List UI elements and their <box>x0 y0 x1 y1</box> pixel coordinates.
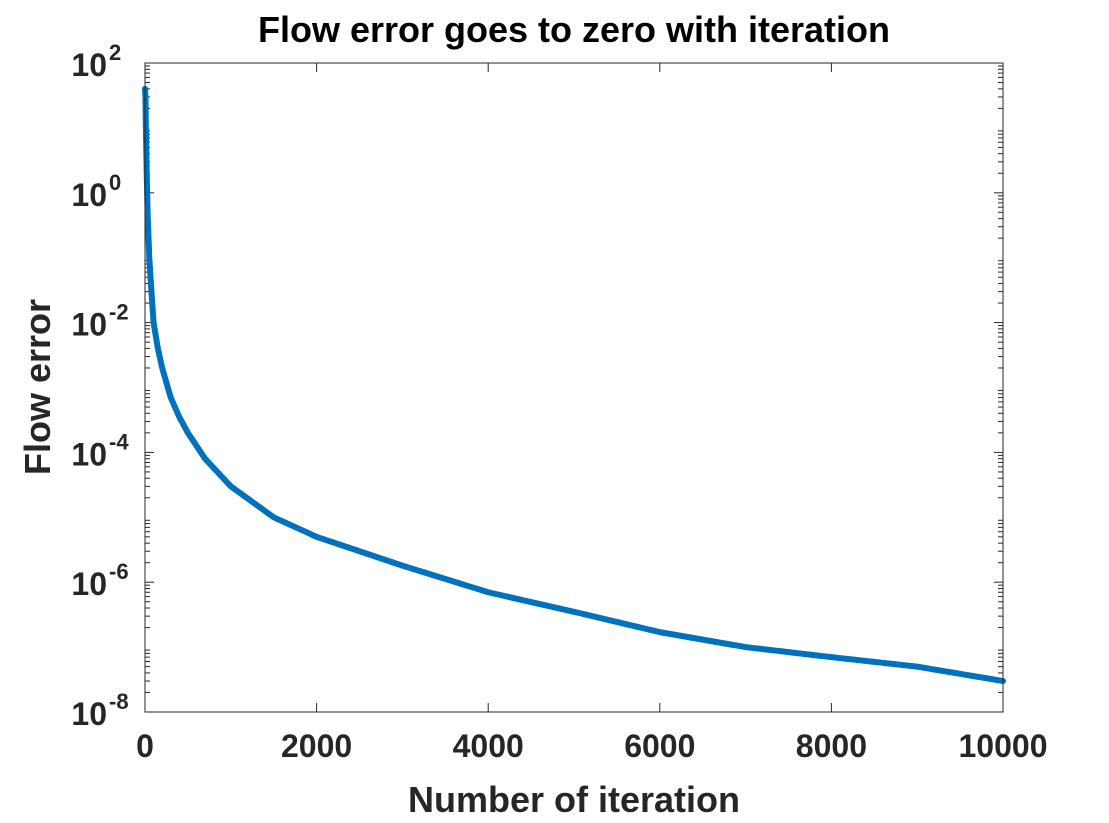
x-tick-labels: 0 2000 4000 6000 8000 10000 <box>136 728 1047 764</box>
y-tick-label: 10 <box>71 177 107 213</box>
chart-title: Flow error goes to zero with iteration <box>258 9 890 50</box>
x-tick-label: 8000 <box>796 728 867 764</box>
plot-area <box>145 63 1003 712</box>
y-tick-exponent: -2 <box>109 300 129 325</box>
y-tick-label: 10 <box>71 436 107 472</box>
x-tick-label: 4000 <box>453 728 524 764</box>
y-tick-exponent: 0 <box>109 170 121 195</box>
y-axis-label: Flow error <box>17 299 58 475</box>
x-tick-label: 6000 <box>624 728 695 764</box>
y-tick-label: 10 <box>71 566 107 602</box>
y-tick-label: 10 <box>71 307 107 343</box>
y-tick-exponent: -4 <box>109 429 129 454</box>
y-tick-exponent: -8 <box>109 689 129 714</box>
plot-frame <box>144 62 1004 713</box>
x-axis-label: Number of iteration <box>408 779 740 820</box>
x-tick-label: 10000 <box>959 728 1048 764</box>
y-tick-label: 10 <box>71 47 107 83</box>
x-tick-label: 0 <box>136 728 154 764</box>
series-line-flow-error <box>142 85 1006 685</box>
y-tick-label: 10 <box>71 696 107 732</box>
x-tick-label: 2000 <box>281 728 352 764</box>
y-tick-exponent: 2 <box>109 40 121 65</box>
y-tick-exponent: -6 <box>109 559 129 584</box>
